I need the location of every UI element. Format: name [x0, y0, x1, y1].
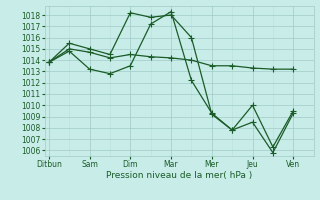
X-axis label: Pression niveau de la mer( hPa ): Pression niveau de la mer( hPa ): [106, 171, 252, 180]
